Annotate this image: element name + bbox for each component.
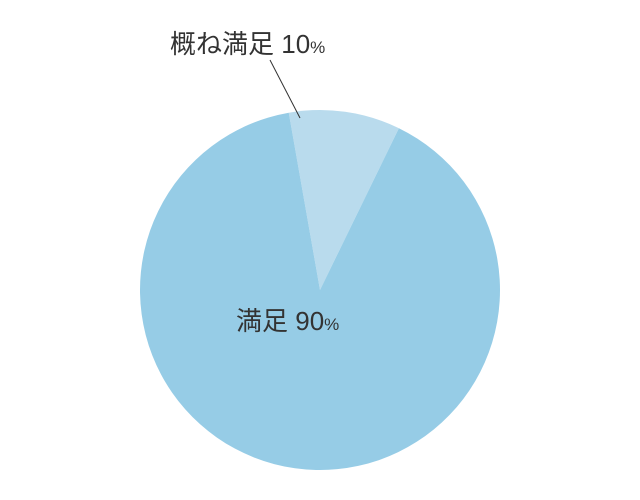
label-text-satisfied: 満足 <box>236 306 295 336</box>
label-value-generally_satisfied: 10 <box>281 29 310 59</box>
pie-chart: 概ね満足 10%満足 90% <box>0 0 640 500</box>
label-unit-satisfied: % <box>324 315 339 334</box>
label-value-satisfied: 90 <box>295 306 324 336</box>
label-text-generally_satisfied: 概ね満足 <box>170 29 281 59</box>
label-satisfied: 満足 90% <box>236 306 339 336</box>
label-unit-generally_satisfied: % <box>310 38 325 57</box>
label-generally_satisfied: 概ね満足 10% <box>170 29 325 59</box>
